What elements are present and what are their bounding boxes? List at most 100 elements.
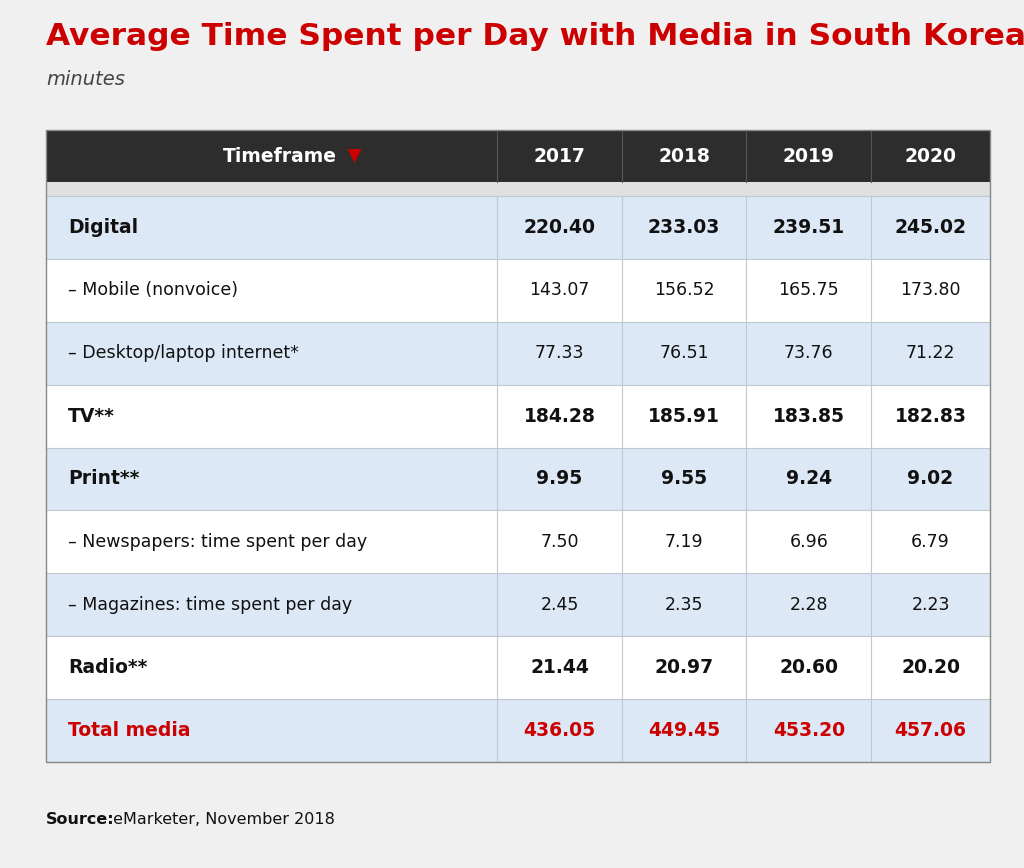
- Text: 21.44: 21.44: [530, 658, 589, 677]
- Point: [615, 177, 628, 187]
- Point: [865, 631, 878, 641]
- Text: 7.19: 7.19: [665, 533, 703, 551]
- Text: Total media: Total media: [68, 721, 190, 740]
- Text: Source:: Source:: [46, 812, 115, 827]
- Text: 156.52: 156.52: [654, 281, 715, 299]
- Text: – Magazines: time spent per day: – Magazines: time spent per day: [68, 595, 352, 614]
- Point: [492, 694, 504, 704]
- Text: Timeframe: Timeframe: [222, 147, 337, 166]
- Text: – Newspapers: time spent per day: – Newspapers: time spent per day: [68, 533, 368, 551]
- Text: 185.91: 185.91: [648, 406, 720, 425]
- Point: [740, 317, 753, 327]
- Text: 2.35: 2.35: [665, 595, 703, 614]
- Text: Print**: Print**: [68, 470, 139, 489]
- Bar: [46, 196, 990, 259]
- Point: [865, 694, 878, 704]
- Point: [865, 631, 878, 641]
- Point: [740, 694, 753, 704]
- Point: [492, 191, 504, 201]
- Point: [740, 191, 753, 201]
- Text: 220.40: 220.40: [523, 218, 596, 237]
- Point: [865, 443, 878, 453]
- Point: [615, 191, 628, 201]
- Point: [615, 631, 628, 641]
- Text: 436.05: 436.05: [523, 721, 596, 740]
- Text: 20.97: 20.97: [654, 658, 714, 677]
- Text: 9.02: 9.02: [907, 470, 953, 489]
- Point: [492, 443, 504, 453]
- Text: 6.96: 6.96: [790, 533, 828, 551]
- Point: [615, 505, 628, 516]
- Text: 2.45: 2.45: [541, 595, 579, 614]
- Point: [615, 757, 628, 767]
- Text: 2018: 2018: [658, 147, 710, 166]
- Point: [865, 443, 878, 453]
- Point: [865, 317, 878, 327]
- Point: [492, 379, 504, 390]
- Point: [865, 505, 878, 516]
- Point: [865, 569, 878, 579]
- Text: 182.83: 182.83: [895, 406, 967, 425]
- Text: 9.24: 9.24: [785, 470, 831, 489]
- Polygon shape: [347, 149, 361, 163]
- Text: 9.55: 9.55: [662, 470, 708, 489]
- Point: [615, 443, 628, 453]
- Bar: [46, 322, 990, 385]
- Text: 245.02: 245.02: [895, 218, 967, 237]
- Text: 449.45: 449.45: [648, 721, 720, 740]
- Text: 2020: 2020: [904, 147, 956, 166]
- Text: TV**: TV**: [68, 406, 115, 425]
- Bar: [46, 385, 990, 448]
- Point: [865, 757, 878, 767]
- Text: 20.60: 20.60: [779, 658, 839, 677]
- Point: [615, 125, 628, 135]
- Point: [492, 569, 504, 579]
- Text: 9.95: 9.95: [537, 470, 583, 489]
- Point: [740, 253, 753, 264]
- Point: [865, 379, 878, 390]
- Point: [615, 379, 628, 390]
- Point: [615, 631, 628, 641]
- Point: [865, 177, 878, 187]
- Text: – Desktop/laptop internet*: – Desktop/laptop internet*: [68, 345, 299, 362]
- Bar: [46, 448, 990, 510]
- Text: Digital: Digital: [68, 218, 138, 237]
- Point: [865, 253, 878, 264]
- Text: 77.33: 77.33: [535, 345, 585, 362]
- Bar: [46, 699, 990, 762]
- Point: [865, 505, 878, 516]
- Bar: [46, 510, 990, 574]
- Point: [740, 631, 753, 641]
- Text: 183.85: 183.85: [773, 406, 845, 425]
- Point: [492, 253, 504, 264]
- Point: [615, 443, 628, 453]
- Text: 2.23: 2.23: [911, 595, 950, 614]
- Point: [492, 253, 504, 264]
- Text: 457.06: 457.06: [895, 721, 967, 740]
- Bar: [46, 130, 990, 762]
- Point: [740, 443, 753, 453]
- Text: minutes: minutes: [46, 70, 125, 89]
- Text: 173.80: 173.80: [900, 281, 961, 299]
- Point: [740, 379, 753, 390]
- Point: [615, 694, 628, 704]
- Point: [865, 125, 878, 135]
- Point: [740, 631, 753, 641]
- Text: 2019: 2019: [782, 147, 835, 166]
- Point: [740, 505, 753, 516]
- Point: [740, 253, 753, 264]
- Text: Radio**: Radio**: [68, 658, 147, 677]
- Point: [615, 379, 628, 390]
- Point: [740, 694, 753, 704]
- Text: 73.76: 73.76: [784, 345, 834, 362]
- Point: [865, 253, 878, 264]
- Point: [740, 125, 753, 135]
- Point: [740, 443, 753, 453]
- Text: 143.07: 143.07: [529, 281, 590, 299]
- Point: [492, 317, 504, 327]
- Point: [492, 177, 504, 187]
- Point: [492, 757, 504, 767]
- Text: 184.28: 184.28: [523, 406, 596, 425]
- Point: [615, 253, 628, 264]
- Text: 20.20: 20.20: [901, 658, 961, 677]
